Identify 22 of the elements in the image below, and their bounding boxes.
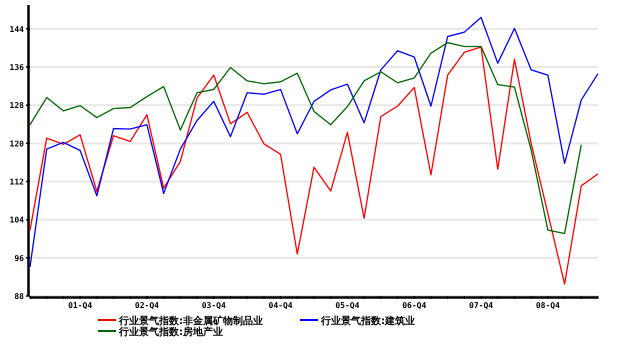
x-tick-label: 07-Q4 bbox=[469, 301, 494, 310]
y-tick-label: 128 bbox=[10, 101, 24, 110]
y-tick-label: 120 bbox=[10, 139, 24, 148]
legend-label: 行业景气指数:非金属矿物制品业 bbox=[118, 315, 263, 327]
x-tick-label: 04-Q4 bbox=[268, 301, 293, 310]
y-tick-label: 136 bbox=[10, 63, 24, 72]
y-tick-label: 144 bbox=[10, 24, 24, 34]
line-series bbox=[29, 46, 599, 285]
x-tick-label: 08-Q4 bbox=[536, 301, 560, 310]
legend-label: 行业景气指数:建筑业 bbox=[320, 315, 415, 327]
x-tick-label: 03-Q4 bbox=[202, 301, 226, 310]
x-tick-label: 02-Q4 bbox=[134, 301, 160, 310]
y-tick-label: 112 bbox=[10, 178, 24, 187]
x-tick-label: 01-Q4 bbox=[68, 301, 92, 310]
legend-label: 行业景气指数:房地产业 bbox=[118, 326, 223, 338]
line-series bbox=[29, 16, 599, 268]
y-tick-label: 96 bbox=[14, 254, 24, 263]
y-tick-label: 104 bbox=[10, 216, 24, 225]
x-tick-label: 06-Q4 bbox=[402, 301, 426, 310]
y-tick-label: 88 bbox=[14, 292, 24, 301]
line-series bbox=[29, 42, 582, 234]
x-tick-label: 05-Q4 bbox=[335, 301, 360, 310]
